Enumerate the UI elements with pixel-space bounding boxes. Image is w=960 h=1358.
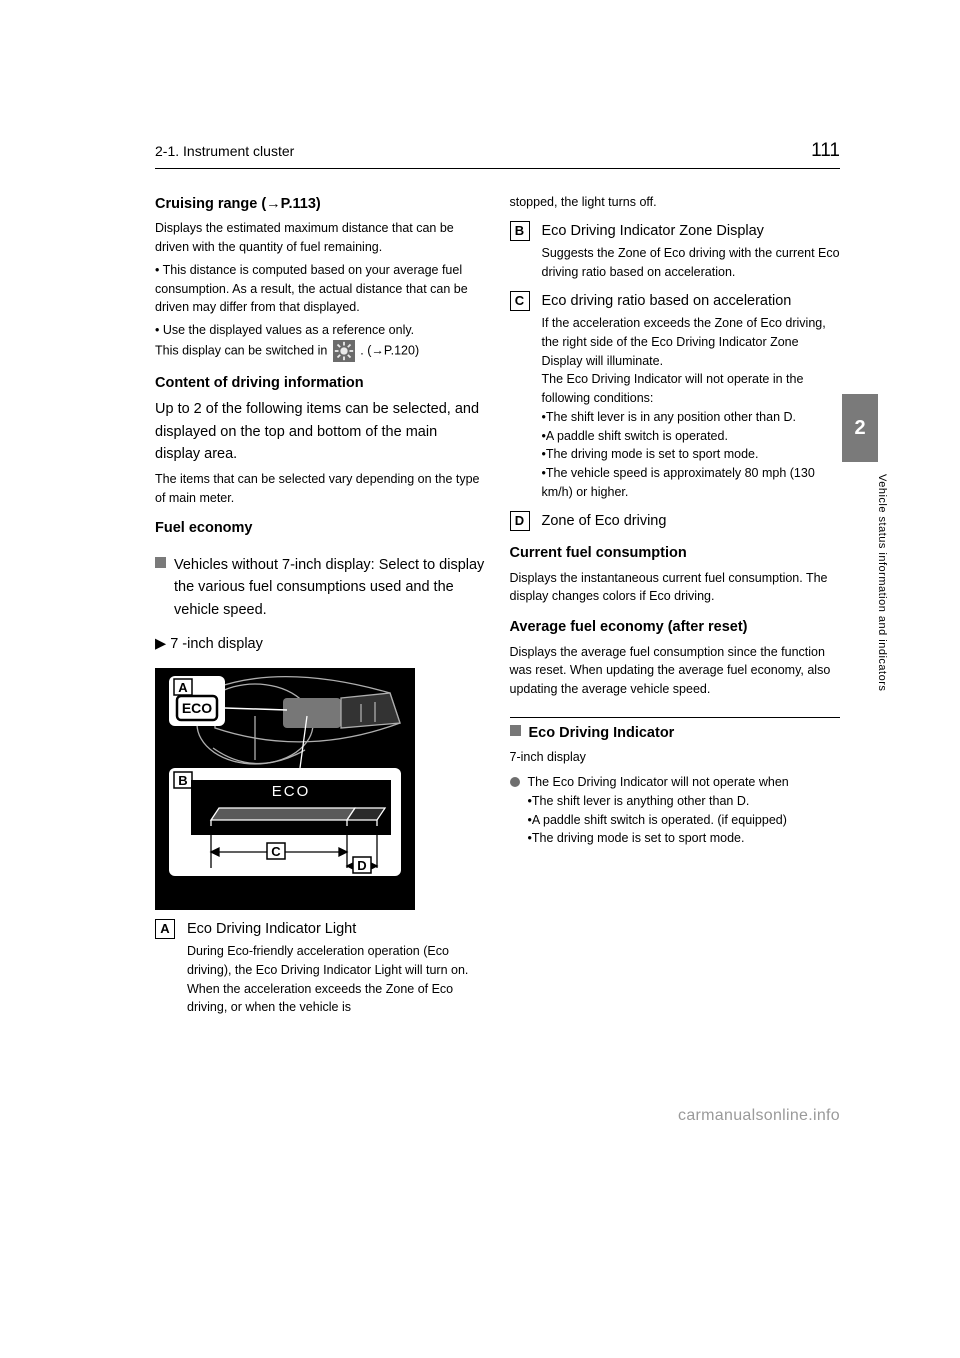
label-c-row: C Eco driving ratio based on acceleratio…	[510, 290, 841, 502]
chapter-label: Vehicle status information and indicator…	[876, 474, 888, 691]
eco-indicator-bullet-text: The Eco Driving Indicator will not opera…	[528, 773, 789, 848]
label-a-row: A Eco Driving Indicator Light During Eco…	[155, 918, 486, 1017]
label-b-box: B	[510, 221, 530, 241]
current-fc-head: Current fuel consumption	[510, 542, 841, 564]
label-b-row: B Eco Driving Indicator Zone Display Sug…	[510, 220, 841, 282]
svg-text:ECO: ECO	[272, 783, 311, 800]
label-c-title: Eco driving ratio based on acceleration	[542, 290, 841, 312]
square-bullet-icon	[155, 557, 166, 568]
svg-text:D: D	[357, 858, 366, 873]
eco-indicator-figure: ECO A B ECO	[155, 668, 415, 910]
svg-text:C: C	[271, 844, 281, 859]
fuel-7inch-head: ▶ 7 -inch display	[155, 633, 486, 655]
section-ref: 2-1. Instrument cluster	[155, 143, 294, 159]
content-body: Up to 2 of the following items can be se…	[155, 398, 486, 465]
avg-fe-body: Displays the average fuel consumption si…	[510, 643, 841, 699]
right-column: stopped, the light turns off. B Eco Driv…	[510, 193, 841, 1017]
label-b-desc: Suggests the Zone of Eco driving with th…	[542, 244, 841, 282]
label-a-title: Eco Driving Indicator Light	[187, 918, 486, 940]
square-bullet-icon	[510, 725, 521, 736]
svg-text:ECO: ECO	[182, 700, 212, 716]
eco-indicator-head: Eco Driving Indicator	[529, 722, 675, 744]
content-head: Content of driving information	[155, 372, 486, 394]
circle-bullet-icon	[510, 777, 520, 787]
eco-indicator-sub: 7-inch display	[510, 748, 841, 767]
right-continuation: stopped, the light turns off.	[510, 193, 841, 212]
label-b-title: Eco Driving Indicator Zone Display	[542, 220, 841, 242]
gear-icon	[333, 340, 355, 362]
fuel-no7-item: Vehicles without 7-inch display: Select …	[155, 554, 486, 621]
cruising-range-head: Cruising range (→P.113)	[155, 196, 321, 212]
chapter-tab: 2	[842, 394, 878, 462]
svg-text:B: B	[178, 773, 187, 788]
section-divider	[510, 717, 841, 718]
cruising-range-li1: • This distance is computed based on you…	[155, 261, 486, 317]
label-d-box: D	[510, 511, 530, 531]
fuel-no7-text: Vehicles without 7-inch display: Select …	[174, 554, 486, 621]
label-c-box: C	[510, 291, 530, 311]
left-column: Cruising range (→P.113) Displays the est…	[155, 193, 486, 1017]
cruising-range-desc: Displays the estimated maximum distance …	[155, 219, 486, 257]
cruising-range-li2: • Use the displayed values as a referenc…	[155, 321, 486, 362]
label-a-box: A	[155, 919, 175, 939]
page-number: 111	[811, 140, 840, 162]
label-a-desc: During Eco-friendly acceleration operati…	[187, 942, 486, 1017]
label-d-title: Zone of Eco driving	[542, 510, 841, 532]
avg-fe-head: Average fuel economy (after reset)	[510, 616, 841, 638]
header-rule	[155, 168, 840, 169]
content-note: The items that can be selected vary depe…	[155, 470, 486, 508]
label-c-desc: If the acceleration exceeds the Zone of …	[542, 314, 841, 502]
label-d-row: D Zone of Eco driving	[510, 510, 841, 532]
svg-text:A: A	[178, 680, 188, 695]
footer-brand: carmanualsonline.info	[155, 1107, 840, 1125]
fuel-economy-head: Fuel economy	[155, 517, 486, 539]
current-fc-body: Displays the instantaneous current fuel …	[510, 569, 841, 607]
chapter-number: 2	[854, 417, 865, 440]
eco-indicator-section: Eco Driving Indicator	[510, 722, 841, 744]
eco-indicator-bullet: The Eco Driving Indicator will not opera…	[510, 773, 841, 848]
